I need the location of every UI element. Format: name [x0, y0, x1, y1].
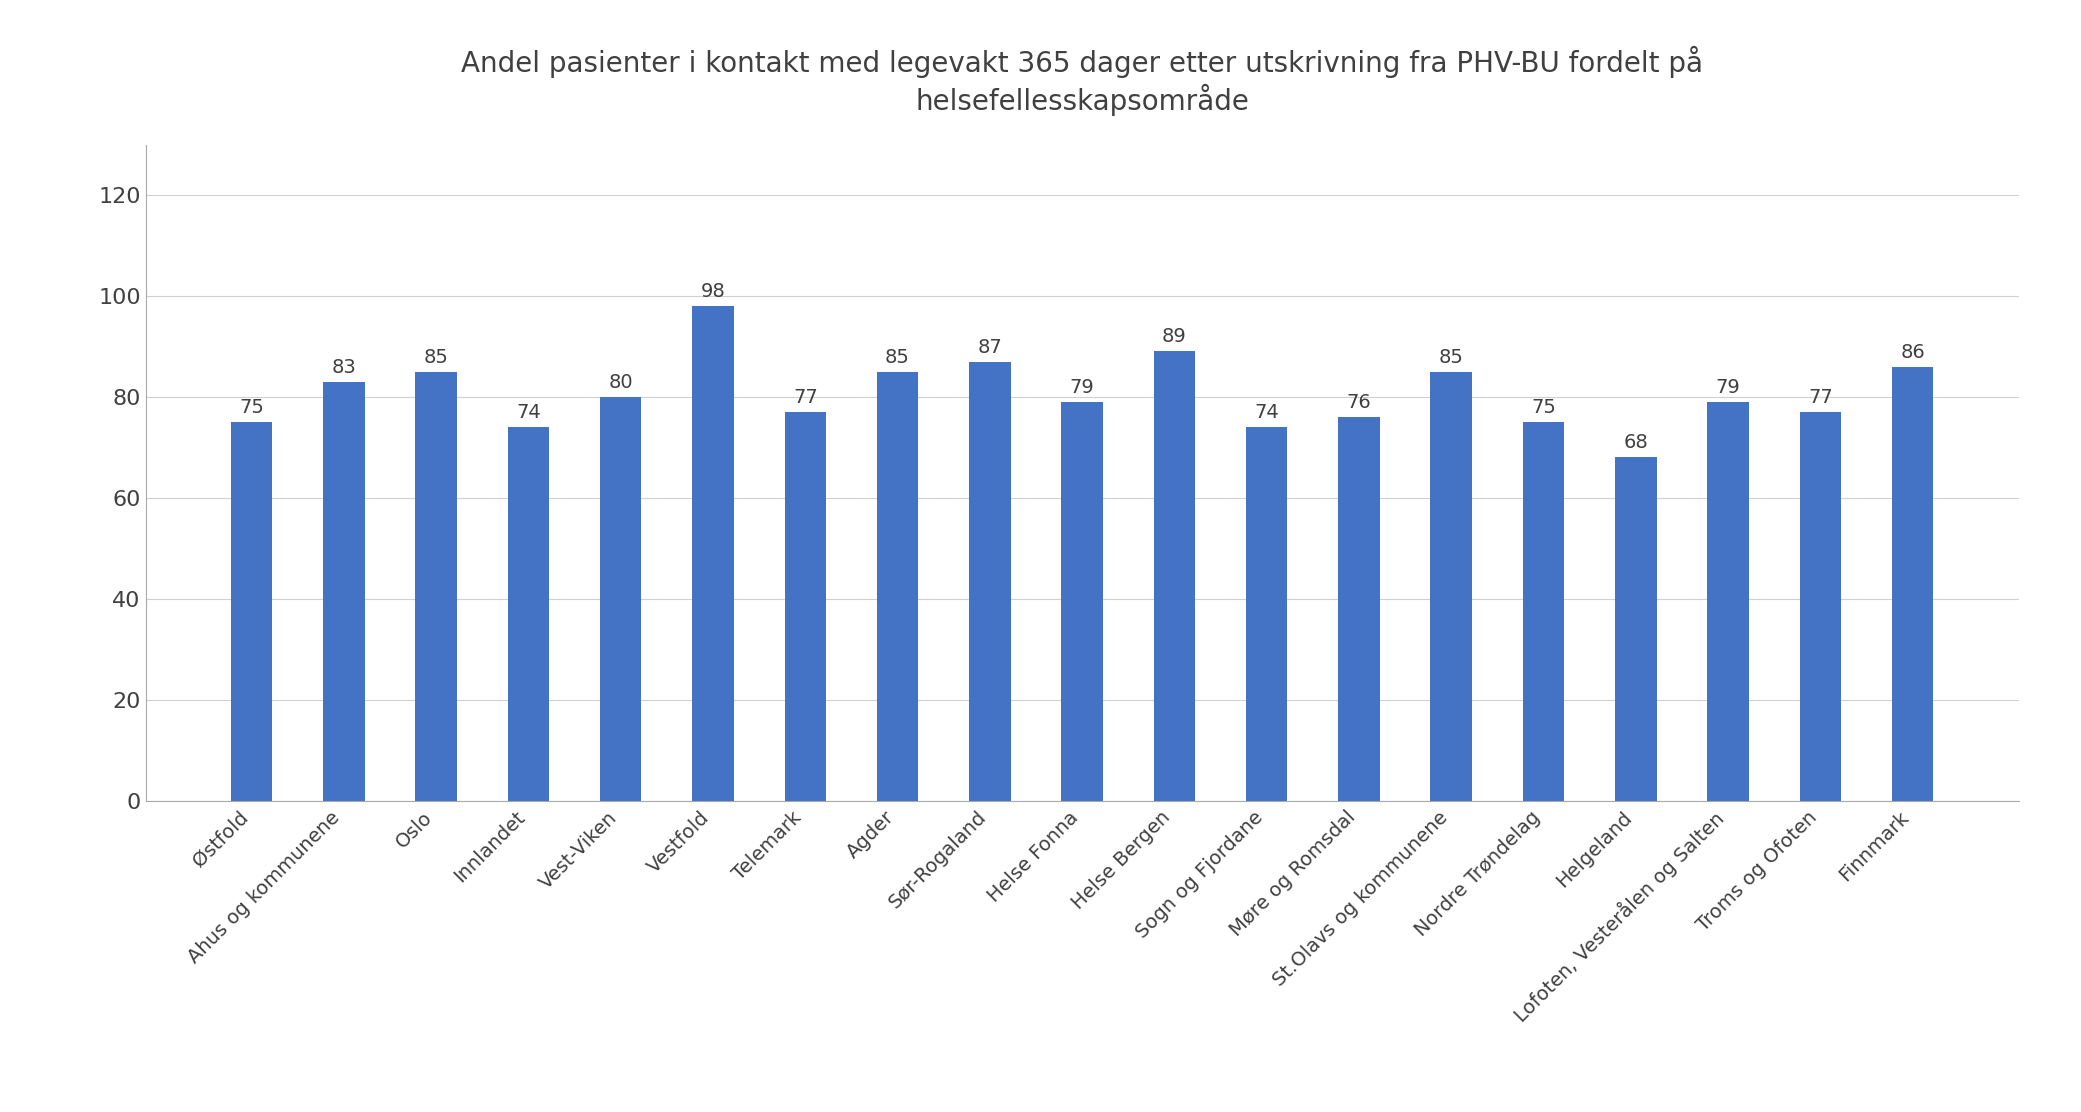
Text: 79: 79 — [1715, 378, 1740, 397]
Text: 85: 85 — [425, 348, 449, 367]
Bar — [416, 371, 458, 801]
Text: 74: 74 — [1255, 404, 1280, 423]
Text: 83: 83 — [331, 358, 356, 377]
Bar — [323, 381, 364, 801]
Text: 79: 79 — [1070, 378, 1095, 397]
Title: Andel pasienter i kontakt med legevakt 365 dager etter utskrivning fra PHV-BU fo: Andel pasienter i kontakt med legevakt 3… — [462, 47, 1702, 116]
Text: 87: 87 — [978, 338, 1003, 357]
Text: 74: 74 — [516, 404, 541, 423]
Bar — [1338, 417, 1380, 801]
Bar — [1061, 401, 1103, 801]
Bar — [1800, 413, 1842, 801]
Bar — [1706, 401, 1748, 801]
Text: 98: 98 — [701, 282, 726, 301]
Bar — [1430, 371, 1471, 801]
Text: 89: 89 — [1161, 327, 1186, 347]
Text: 80: 80 — [608, 373, 633, 391]
Bar — [876, 371, 918, 801]
Bar — [1892, 367, 1933, 801]
Bar — [1615, 457, 1656, 801]
Text: 85: 85 — [1438, 348, 1463, 367]
Bar — [970, 361, 1011, 801]
Bar — [785, 413, 826, 801]
Bar — [231, 423, 273, 801]
Bar — [599, 397, 641, 801]
Text: 85: 85 — [884, 348, 909, 367]
Bar — [1523, 423, 1565, 801]
Bar — [508, 427, 549, 801]
Bar — [1247, 427, 1288, 801]
Bar — [1153, 351, 1194, 801]
Text: 77: 77 — [793, 388, 818, 407]
Text: 75: 75 — [1532, 398, 1557, 417]
Bar — [693, 306, 735, 801]
Text: 77: 77 — [1808, 388, 1833, 407]
Text: 75: 75 — [239, 398, 264, 417]
Text: 76: 76 — [1346, 393, 1371, 413]
Text: 86: 86 — [1900, 342, 1925, 361]
Text: 68: 68 — [1623, 434, 1648, 453]
